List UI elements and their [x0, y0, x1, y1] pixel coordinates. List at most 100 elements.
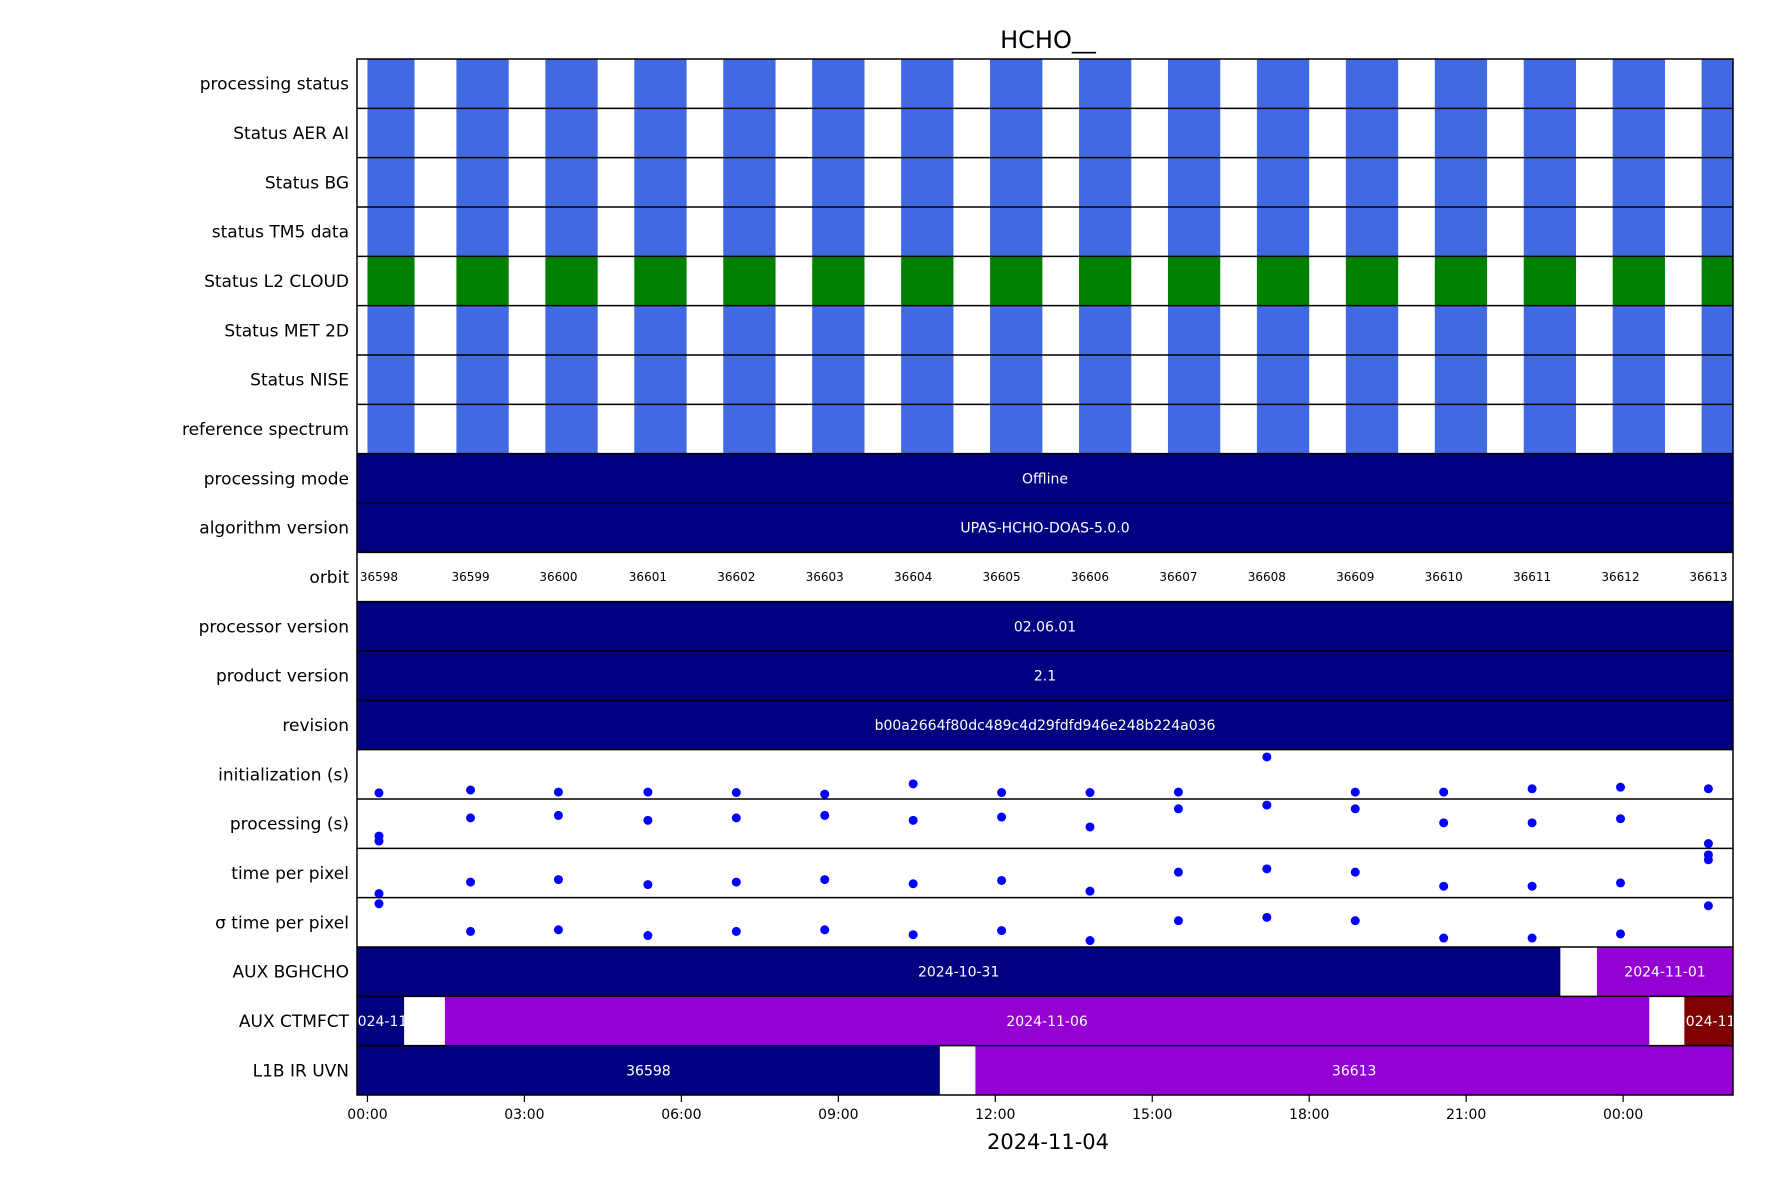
bar-segment [1684, 996, 1733, 1046]
row-label: processing status [200, 75, 349, 95]
x-axis: 00:00 03:00 06:00 09:00 12:00 15:00 18:00 21:00… [347, 1095, 1643, 1123]
bar-segment [357, 503, 1733, 553]
row-time-per-pixel [374, 850, 1713, 898]
data-point [1703, 855, 1713, 865]
status-segment [1079, 404, 1132, 454]
orbit-number: 36604 [894, 570, 932, 584]
status-segment [456, 157, 509, 207]
status-segment [901, 305, 954, 355]
orbit-number: 36602 [717, 570, 755, 584]
status-segment [1434, 355, 1488, 405]
status-segment [723, 108, 776, 158]
x-tick-label: 12:00 [975, 1107, 1015, 1123]
status-segment [1256, 305, 1310, 355]
data-point [1173, 804, 1183, 814]
bar-segment [1596, 947, 1733, 997]
status-segment [456, 59, 509, 109]
status-segment [367, 157, 415, 207]
data-point [1262, 752, 1272, 762]
data-point [1262, 864, 1272, 874]
data-point [820, 789, 830, 799]
data-point [908, 930, 918, 940]
status-segment [723, 404, 776, 454]
status-segment [367, 404, 415, 454]
status-segment [723, 355, 776, 405]
status-segment [1612, 404, 1665, 454]
status-segment [812, 207, 865, 257]
data-point [1527, 881, 1537, 891]
bar-segment [357, 453, 1733, 503]
orbit-number: 36605 [982, 570, 1020, 584]
data-point [374, 788, 384, 798]
row-status-l2-cloud [367, 256, 1733, 306]
status-segment [1612, 256, 1665, 306]
status-segment [901, 108, 954, 158]
status-segment [1523, 256, 1577, 306]
status-segment [990, 157, 1043, 207]
status-segment [1434, 157, 1488, 207]
data-point [1527, 784, 1537, 794]
row-initialization-s [374, 752, 1713, 799]
status-segment [1345, 404, 1399, 454]
row-label: Status MET 2D [224, 321, 349, 341]
row-label: processor version [199, 617, 349, 637]
data-point [908, 779, 918, 789]
data-point [1439, 933, 1449, 943]
bar-segment-label: 2024-11- [349, 1014, 413, 1030]
data-point [820, 810, 830, 820]
status-segment [1523, 355, 1577, 405]
status-segment [723, 59, 776, 109]
bar-segment-label: 2024-11- [1677, 1014, 1741, 1030]
status-segment [1167, 305, 1221, 355]
row-algorithm-version: UPAS-HCHO-DOAS-5.0.0 [357, 503, 1733, 553]
status-segment [901, 256, 954, 306]
status-segment [1434, 207, 1488, 257]
x-tick-label: 18:00 [1289, 1107, 1329, 1123]
data-point [820, 925, 830, 935]
status-segment [1434, 305, 1488, 355]
data-point [374, 899, 384, 909]
data-point [997, 926, 1007, 936]
data-point [1616, 878, 1626, 888]
row-status-nise [367, 355, 1733, 405]
data-point [820, 875, 830, 885]
status-segment [1256, 108, 1310, 158]
status-segment [1701, 256, 1733, 306]
status-segment [1167, 404, 1221, 454]
x-tick-label: 00:00 [1603, 1107, 1643, 1123]
status-segment [1167, 59, 1221, 109]
data-point [1173, 916, 1183, 926]
row-label: status TM5 data [212, 223, 349, 243]
row-status-bg [367, 157, 1733, 207]
status-segment [1701, 108, 1733, 158]
status-segment [456, 207, 509, 257]
status-segment [1612, 207, 1665, 257]
x-tick-label: 06:00 [661, 1107, 701, 1123]
row-reference-spectrum [367, 404, 1733, 454]
status-segment [1612, 355, 1665, 405]
bar-segment-label: 2024-10-31 [918, 965, 999, 981]
row-processing-mode: Offline [357, 453, 1733, 503]
row-label: revision [282, 716, 349, 736]
status-segment [1701, 355, 1733, 405]
row-label: reference spectrum [182, 420, 349, 440]
status-segment [990, 108, 1043, 158]
status-segment [545, 108, 598, 158]
status-segment [1345, 355, 1399, 405]
data-point [1262, 800, 1272, 810]
status-segment [634, 157, 687, 207]
status-segment [456, 404, 509, 454]
row-label: Status L2 CLOUD [204, 272, 349, 292]
status-segment [1256, 355, 1310, 405]
row-aux-bghcho: 2024-10-31 2024-11-01 [357, 947, 1733, 997]
data-point [997, 875, 1007, 885]
status-segment [1701, 157, 1733, 207]
status-segment [1345, 207, 1399, 257]
row-processing-s [374, 800, 1713, 849]
status-segment [1256, 157, 1310, 207]
status-segment [1079, 207, 1132, 257]
status-segment [1701, 207, 1733, 257]
row-status-met-2d [367, 305, 1733, 355]
status-segment [1256, 256, 1310, 306]
status-segment [990, 207, 1043, 257]
